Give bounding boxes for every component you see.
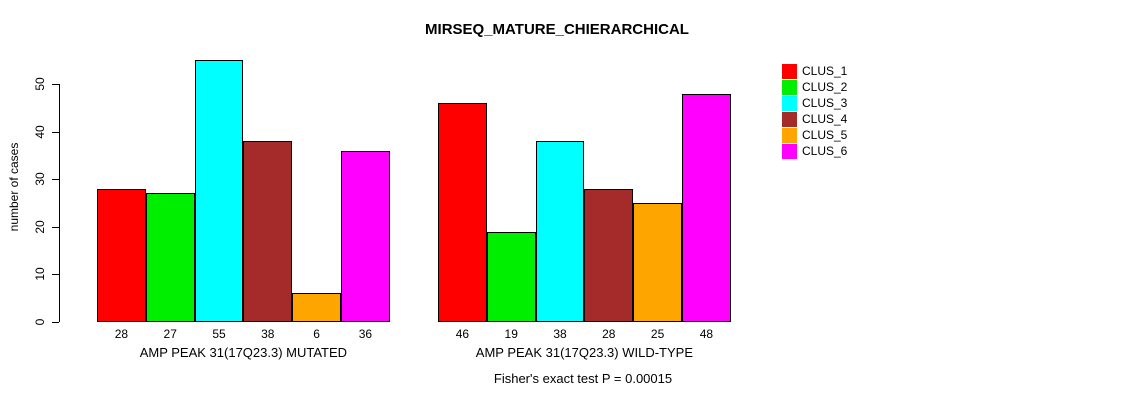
bar-value-label: 27: [163, 327, 177, 341]
y-axis-line: [59, 84, 60, 322]
legend-item-clus_1: CLUS_1: [782, 64, 847, 79]
legend-label: CLUS_6: [802, 143, 848, 158]
legend-item-clus_4: CLUS_4: [782, 111, 848, 127]
bar-value-label: 38: [261, 327, 275, 341]
y-tick-label: 20: [33, 220, 47, 234]
bar-clus_3-group1: [194, 60, 244, 322]
bar-clus_5-group1: [292, 293, 341, 322]
bar-clus_5-group2: [633, 203, 682, 322]
y-axis-label: number of cases: [7, 142, 21, 232]
bar-value-label: 55: [212, 327, 226, 341]
bar-clus_2-group1: [145, 193, 195, 322]
legend-swatch-clus_1: [782, 64, 797, 79]
bar-clus_1-group2: [438, 103, 487, 322]
y-tick-mark: [52, 179, 59, 181]
footnote: Fisher's exact test P = 0.00015: [493, 371, 673, 386]
legend-label: CLUS_4: [802, 111, 848, 126]
y-tick-mark: [52, 84, 59, 85]
y-tick-mark: [52, 131, 59, 133]
legend-label: CLUS_1: [802, 64, 848, 78]
bar-clus_4-group2: [584, 188, 634, 322]
legend-item-clus_5: CLUS_5: [782, 127, 848, 143]
y-tick-mark: [52, 226, 59, 228]
y-tick-mark: [52, 274, 59, 276]
y-tick-label: 10: [33, 267, 47, 282]
legend-swatch-clus_3: [782, 95, 797, 111]
bar-clus_6-group2: [682, 93, 731, 322]
bar-value-label: 38: [553, 327, 567, 341]
y-tick-label: 40: [33, 124, 47, 139]
bar-value-label: 25: [650, 327, 665, 341]
y-tick-mark: [52, 322, 59, 323]
legend-swatch-clus_2: [782, 79, 797, 95]
group-axis-label: AMP PEAK 31(17Q23.3) WILD-TYPE: [475, 345, 694, 360]
bar-clus_2-group2: [486, 231, 536, 322]
bar-value-label: 48: [699, 327, 714, 341]
legend-swatch-clus_5: [782, 127, 797, 143]
group-axis-label: AMP PEAK 31(17Q23.3) MUTATED: [139, 345, 348, 360]
legend-swatch-clus_6: [782, 143, 797, 159]
bar-clus_3-group2: [535, 141, 585, 322]
chart-title: MIRSEQ_MATURE_CHIERARCHICAL: [425, 21, 689, 38]
bar-value-label: 19: [504, 327, 518, 341]
y-tick-label: 30: [33, 172, 47, 186]
bar-value-label: 28: [602, 327, 616, 341]
y-tick-label: 0: [33, 318, 47, 326]
legend-label: CLUS_2: [802, 79, 848, 94]
legend-swatch-clus_4: [782, 111, 797, 127]
legend-item-clus_2: CLUS_2: [782, 79, 848, 95]
bar-value-label: 28: [114, 327, 129, 341]
y-tick-label: 50: [33, 77, 47, 91]
bar-clus_6-group1: [341, 150, 390, 322]
bar-value-label: 6: [313, 327, 320, 341]
legend-label: CLUS_5: [802, 127, 848, 142]
bar-value-label: 46: [455, 327, 470, 341]
legend-label: CLUS_3: [802, 95, 848, 110]
legend-item-clus_3: CLUS_3: [782, 95, 848, 111]
bar-value-label: 36: [358, 327, 373, 341]
legend-item-clus_6: CLUS_6: [782, 143, 848, 159]
bar-clus_4-group1: [243, 141, 293, 322]
bar-clus_1-group1: [97, 188, 146, 322]
